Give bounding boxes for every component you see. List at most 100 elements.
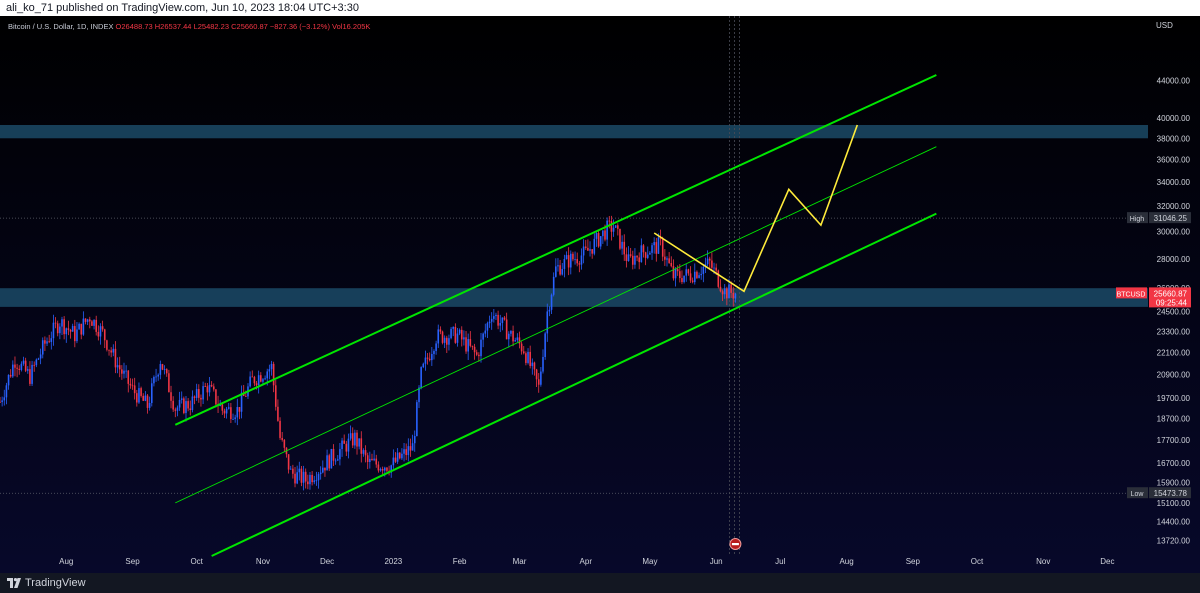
candle-body (409, 446, 412, 451)
candle-body (625, 254, 628, 261)
y-axis-tick-label: 16700.00 (1157, 459, 1191, 468)
candle-body (245, 395, 247, 397)
candle-body (691, 280, 694, 283)
candle-body (212, 386, 215, 390)
candle-body (221, 404, 224, 411)
candle-body (576, 259, 579, 264)
ohlc-open: O26488.73 (115, 22, 153, 31)
x-axis-tick-label: Aug (839, 557, 853, 566)
candle-body (719, 286, 722, 292)
candle-body (268, 369, 271, 372)
candle-body (398, 452, 401, 459)
candle-body (362, 450, 365, 454)
candle-body (262, 379, 264, 382)
candle-body (711, 260, 713, 268)
marker-value: 25660.87 (1154, 289, 1188, 298)
y-axis-tick-label: 13720.00 (1157, 537, 1191, 546)
candle-body (281, 437, 283, 440)
x-axis-tick-label: Aug (59, 557, 73, 566)
candle-body (469, 339, 472, 346)
candle-body (227, 407, 230, 409)
candle-body (1, 400, 3, 403)
candle-body (311, 474, 313, 483)
candle-body (443, 337, 446, 343)
candle-body (332, 449, 335, 461)
price-chart[interactable]: Aug Sep Oct Nov Dec 2023 Feb Mar Apr May Jun Jul Aug… (0, 16, 1200, 573)
marker-value-bg (1149, 487, 1191, 499)
candle-body (150, 383, 153, 403)
candle-body (3, 397, 6, 401)
candle-body (14, 364, 16, 368)
marker-countdown: 09:25:44 (1156, 298, 1188, 307)
candle-body (63, 319, 65, 335)
candle-body (392, 457, 395, 466)
candle-body (324, 467, 326, 471)
candle-body (296, 472, 298, 484)
candle-body (375, 458, 378, 465)
candle-body (644, 252, 647, 258)
candle-body (606, 220, 608, 240)
candle-body (272, 363, 275, 386)
candle-body (253, 376, 256, 384)
candle-body (488, 321, 491, 324)
y-axis-tick-label: 44000.00 (1157, 76, 1191, 85)
candle-body (473, 346, 476, 353)
footer-bar: TradingView (0, 573, 1200, 593)
candle-body (717, 270, 720, 287)
ohlc-change: −827.36 (−3.12%) (269, 22, 330, 31)
publish-header: ali_ko_71 published on TradingView.com, … (0, 0, 1200, 16)
candle-body (360, 438, 363, 454)
candle-body (555, 266, 557, 277)
tradingview-logo[interactable]: TradingView (7, 577, 86, 589)
chart-area[interactable]: Aug Sep Oct Nov Dec 2023 Feb Mar Apr May Jun Jul Aug… (0, 16, 1200, 573)
candle-body (61, 319, 63, 327)
candle-body (223, 410, 226, 414)
channel-middle-line (175, 146, 937, 504)
candle-body (46, 341, 48, 344)
candle-body (343, 440, 345, 444)
candle-body (713, 267, 715, 269)
candle-body (22, 360, 25, 364)
candle-body (125, 370, 127, 372)
candle-body (426, 357, 429, 359)
candle-body (418, 387, 420, 403)
candle-body (610, 220, 613, 232)
y-axis-tick-label: 36000.00 (1157, 156, 1191, 165)
candle-body (31, 364, 33, 384)
symbol-legend: Bitcoin / U.S. Dollar, 1D, INDEX O26488.… (8, 22, 370, 31)
candle-body (687, 269, 690, 274)
marker-value-bg (1149, 287, 1191, 308)
candle-body (236, 407, 239, 418)
marker-value: 15473.78 (1154, 489, 1188, 498)
candle-body (292, 468, 294, 474)
candle-body (240, 392, 243, 412)
candle-body (595, 233, 598, 239)
x-axis-tick-label: Jun (710, 557, 723, 566)
candle-body (679, 271, 681, 279)
candle-body (646, 254, 649, 258)
candle-body (471, 345, 474, 347)
candle-body (354, 432, 356, 446)
candle-body (458, 329, 461, 334)
marker-value-bg (1149, 212, 1191, 224)
candle-body (118, 365, 121, 370)
candle-body (230, 407, 232, 420)
candle-body (437, 329, 440, 344)
candle-body (336, 459, 339, 461)
candle-body (723, 288, 726, 295)
channel-lower-line (211, 212, 937, 557)
candle-body (161, 364, 164, 370)
candle-body (86, 319, 89, 322)
candle-body (649, 252, 651, 255)
candle-body (307, 481, 309, 485)
candle-body (294, 473, 296, 484)
candle-body (721, 291, 724, 295)
candle-body (405, 449, 407, 456)
candle-body (379, 468, 382, 471)
candle-body (617, 225, 619, 229)
channel-upper-line (174, 74, 937, 426)
candle-body (561, 268, 564, 275)
candle-body (676, 268, 679, 272)
candle-body (255, 383, 258, 386)
candle-body (674, 268, 677, 279)
